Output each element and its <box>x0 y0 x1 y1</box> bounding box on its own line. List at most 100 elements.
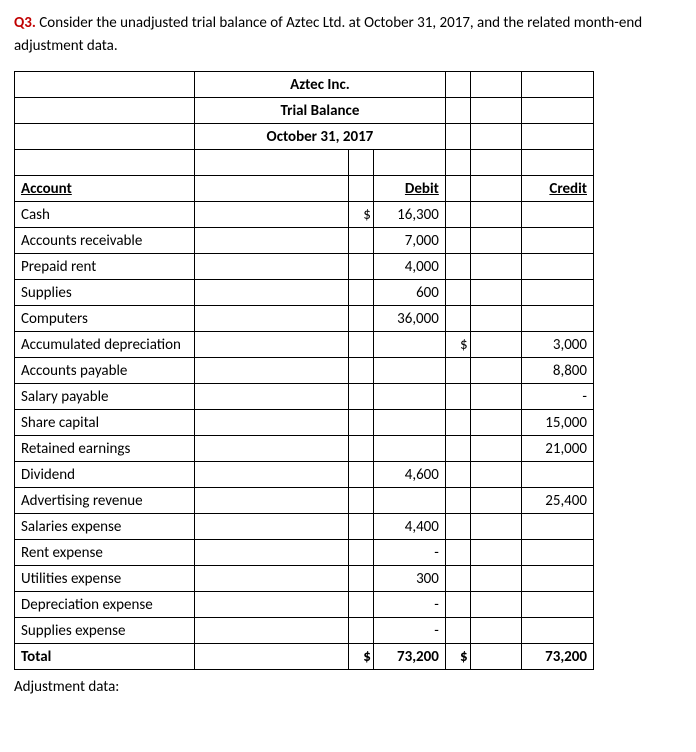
total-credit-symbol: $ <box>445 644 470 670</box>
credit-value <box>521 618 593 644</box>
credit-value: 21,000 <box>521 436 593 462</box>
account-name: Retained earnings <box>15 436 195 462</box>
credit-value <box>521 280 593 306</box>
debit-value <box>373 436 445 462</box>
total-debit-value: 73,200 <box>373 644 445 670</box>
debit-value <box>373 332 445 358</box>
debit-value: 16,300 <box>373 202 445 228</box>
table-row: Computers 36,000 <box>15 306 594 332</box>
credit-symbol <box>445 202 470 228</box>
credit-value <box>521 462 593 488</box>
table-row: Cash $16,300 <box>15 202 594 228</box>
credit-value <box>521 228 593 254</box>
debit-symbol <box>349 358 374 384</box>
credit-value <box>521 514 593 540</box>
credit-value: 25,400 <box>521 488 593 514</box>
credit-symbol <box>445 280 470 306</box>
account-name: Advertising revenue <box>15 488 195 514</box>
report-date: October 31, 2017 <box>194 124 445 150</box>
credit-value <box>521 202 593 228</box>
debit-value <box>373 488 445 514</box>
credit-value <box>521 566 593 592</box>
debit-value: 300 <box>373 566 445 592</box>
account-name: Salary payable <box>15 384 195 410</box>
account-name: Accounts payable <box>15 358 195 384</box>
credit-value: 15,000 <box>521 410 593 436</box>
table-row: Salary payable - <box>15 384 594 410</box>
credit-symbol <box>445 540 470 566</box>
question-body: Consider the unadjusted trial balance of… <box>14 14 642 55</box>
debit-value: - <box>373 540 445 566</box>
credit-symbol <box>445 566 470 592</box>
account-name: Rent expense <box>15 540 195 566</box>
debit-value: - <box>373 592 445 618</box>
total-debit-symbol: $ <box>349 644 374 670</box>
debit-symbol: $ <box>349 202 374 228</box>
credit-value <box>521 540 593 566</box>
credit-symbol <box>445 384 470 410</box>
debit-symbol <box>349 566 374 592</box>
credit-symbol <box>445 358 470 384</box>
account-name: Accumulated depreciation <box>15 332 195 358</box>
question-text: Q3. Consider the unadjusted trial balanc… <box>14 12 682 57</box>
debit-symbol <box>349 592 374 618</box>
credit-value <box>521 254 593 280</box>
adjustment-data-label: Adjustment data: <box>14 678 682 696</box>
company-name: Aztec Inc. <box>194 72 445 98</box>
account-name: Depreciation expense <box>15 592 195 618</box>
debit-value: 36,000 <box>373 306 445 332</box>
credit-symbol <box>445 436 470 462</box>
account-name: Computers <box>15 306 195 332</box>
credit-symbol <box>445 592 470 618</box>
credit-symbol <box>445 488 470 514</box>
account-name: Salaries expense <box>15 514 195 540</box>
account-name: Utilities expense <box>15 566 195 592</box>
account-name: Prepaid rent <box>15 254 195 280</box>
debit-symbol <box>349 514 374 540</box>
credit-value: 8,800 <box>521 358 593 384</box>
account-name: Supplies expense <box>15 618 195 644</box>
trial-balance-table: Aztec Inc. Trial Balance October 31, 201… <box>14 71 594 670</box>
debit-symbol <box>349 228 374 254</box>
table-row: Rent expense - <box>15 540 594 566</box>
table-row: Prepaid rent 4,000 <box>15 254 594 280</box>
credit-symbol <box>445 228 470 254</box>
debit-value: 7,000 <box>373 228 445 254</box>
debit-symbol <box>349 384 374 410</box>
credit-symbol <box>445 462 470 488</box>
debit-value: - <box>373 618 445 644</box>
credit-symbol <box>445 254 470 280</box>
debit-value <box>373 358 445 384</box>
table-row: Share capital 15,000 <box>15 410 594 436</box>
table-row: Supplies expense - <box>15 618 594 644</box>
table-row: Depreciation expense - <box>15 592 594 618</box>
question-prefix: Q3. <box>14 14 36 32</box>
report-title: Trial Balance <box>194 98 445 124</box>
debit-value: 4,000 <box>373 254 445 280</box>
credit-symbol <box>445 514 470 540</box>
header-credit: Credit <box>521 176 593 202</box>
table-row: Accounts payable 8,800 <box>15 358 594 384</box>
debit-symbol <box>349 280 374 306</box>
table-row: Accumulated depreciation $3,000 <box>15 332 594 358</box>
debit-symbol <box>349 540 374 566</box>
credit-value: - <box>521 384 593 410</box>
debit-symbol <box>349 254 374 280</box>
debit-value: 4,600 <box>373 462 445 488</box>
total-credit-value: 73,200 <box>521 644 593 670</box>
account-name: Cash <box>15 202 195 228</box>
table-row: Advertising revenue 25,400 <box>15 488 594 514</box>
total-label: Total <box>15 644 195 670</box>
debit-symbol <box>349 306 374 332</box>
account-name: Share capital <box>15 410 195 436</box>
credit-symbol: $ <box>445 332 470 358</box>
account-name: Supplies <box>15 280 195 306</box>
credit-value <box>521 592 593 618</box>
table-row: Dividend4,600 <box>15 462 594 488</box>
debit-symbol <box>349 332 374 358</box>
credit-value <box>521 306 593 332</box>
credit-value: 3,000 <box>521 332 593 358</box>
table-row: Supplies 600 <box>15 280 594 306</box>
table-row: Utilities expense 300 <box>15 566 594 592</box>
debit-value: 600 <box>373 280 445 306</box>
